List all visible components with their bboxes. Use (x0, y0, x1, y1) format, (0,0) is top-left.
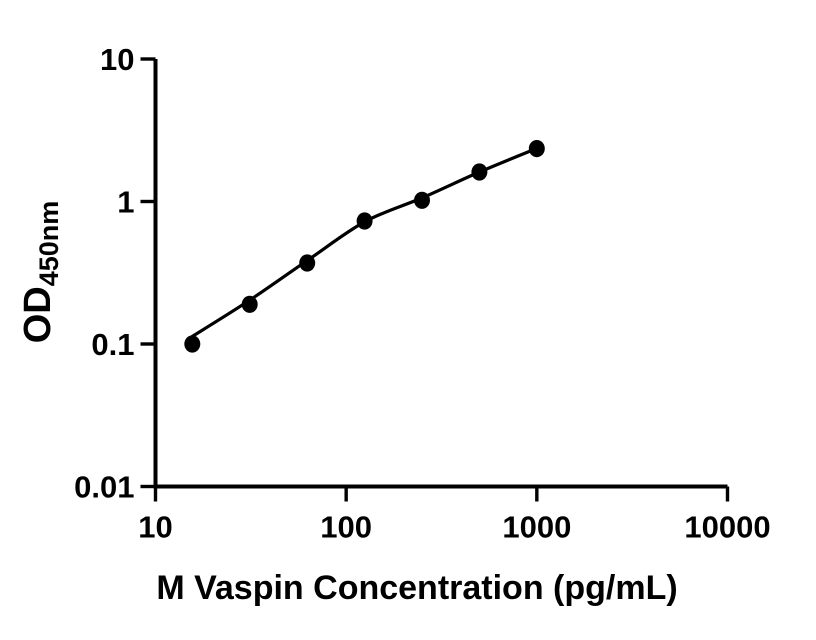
y-axis-tick-label: 10 (100, 42, 134, 77)
x-axis-tick-label: 100 (320, 510, 372, 545)
y-axis-tick-label: 1 (117, 185, 134, 220)
data-point-marker (528, 140, 545, 158)
y-axis-title-subscript: 450nm (34, 201, 64, 287)
data-point-marker (184, 335, 201, 353)
axis-tick-labels: 10 100 1000 10000 10 1 0.1 0.01 (74, 42, 770, 545)
y-axis-title: OD450nm (17, 201, 64, 344)
data-point-marker (356, 212, 373, 230)
y-axis-title-main: OD (17, 286, 59, 343)
y-axis-tick-label: 0.1 (91, 327, 134, 362)
x-axis-title: M Vaspin Concentration (pg/mL) (156, 569, 677, 607)
data-point-marker (241, 295, 258, 313)
axis-ticks (140, 57, 730, 502)
axis-spines (153, 59, 728, 489)
x-axis-tick-label: 1000 (502, 510, 571, 545)
axes (153, 59, 728, 489)
x-axis-tick-label: 10 (138, 510, 172, 545)
data-point-marker (471, 163, 488, 181)
data-point-marker (299, 254, 316, 272)
y-axis-tick-label: 0.01 (74, 470, 134, 505)
data-series (184, 140, 545, 353)
data-point-marker (414, 191, 430, 209)
x-axis-tick-label: 10000 (684, 510, 770, 545)
